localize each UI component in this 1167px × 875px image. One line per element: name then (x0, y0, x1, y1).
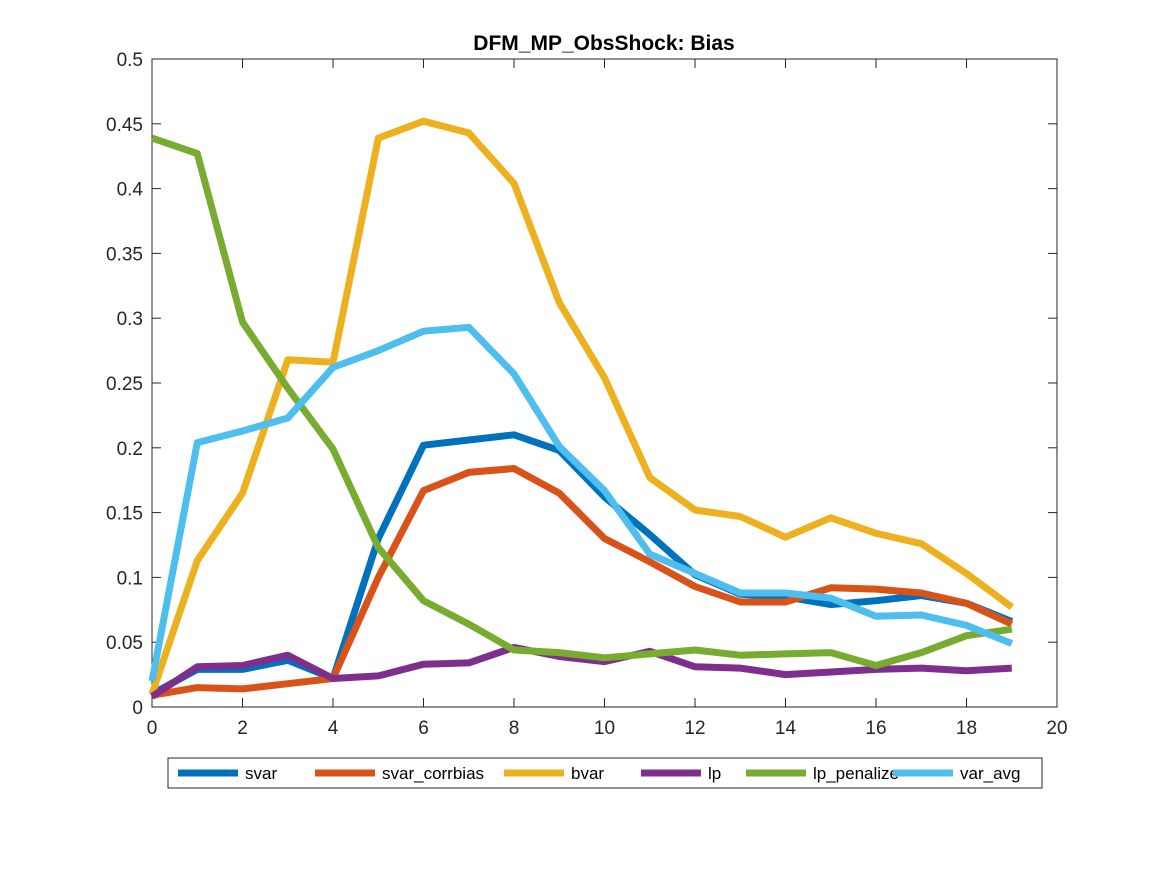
x-tick-label: 8 (509, 718, 520, 739)
y-tick-label: 0.35 (106, 244, 143, 265)
series-line-lp-penalize (150, 134, 1013, 669)
x-tick-label: 2 (237, 718, 248, 739)
x-tick-label: 18 (956, 718, 977, 739)
series-line-bvar (148, 117, 1014, 696)
x-tick-label: 14 (775, 718, 797, 739)
legend-label-bvar: bvar (571, 764, 604, 783)
y-tick-label: 0.45 (106, 115, 143, 136)
y-tick-label: 0.5 (117, 50, 143, 71)
y-tick-label: 0.25 (106, 374, 143, 395)
y-tick-label: 0 (132, 698, 143, 719)
y-tick-label: 0.3 (117, 309, 143, 330)
series-lines (148, 117, 1014, 700)
x-tick-label: 4 (328, 718, 339, 739)
y-tick-label: 0.15 (106, 504, 143, 525)
chart-title: DFM_MP_ObsShock: Bias (473, 32, 734, 55)
legend-label-svar-corrbias: svar_corrbias (382, 764, 484, 783)
axes: 0 2 4 6 8 10 12 14 16 18 20 0 0.05 0.1 0.15 0.2 0.25 0.3 0… (106, 50, 1068, 739)
x-tick-label: 0 (147, 718, 158, 739)
legend-label-lp: lp (708, 764, 721, 783)
series-line-svar-corrbias (151, 465, 1014, 699)
x-tick-label: 12 (684, 718, 705, 739)
series-line-svar (150, 431, 1014, 698)
y-tick-label: 0.05 (106, 633, 143, 654)
y-tick-label: 0.4 (117, 180, 144, 201)
x-tick-label: 10 (594, 718, 615, 739)
x-tick-label: 6 (418, 718, 429, 739)
y-tick-label: 0.1 (117, 568, 143, 589)
legend-label-lp-penalize: lp_penalize (813, 764, 899, 783)
series-line-lp (150, 643, 1013, 700)
legend: svar svar_corrbias bvar lp lp_penalize var_av… (167, 757, 1043, 789)
series-line-var-avg (148, 323, 1014, 682)
x-tick-label: 20 (1046, 718, 1067, 739)
x-tick-label: 16 (865, 718, 886, 739)
y-tick-label: 0.2 (117, 439, 143, 460)
legend-label-var-avg: var_avg (960, 764, 1020, 783)
legend-label-svar: svar (245, 764, 277, 783)
